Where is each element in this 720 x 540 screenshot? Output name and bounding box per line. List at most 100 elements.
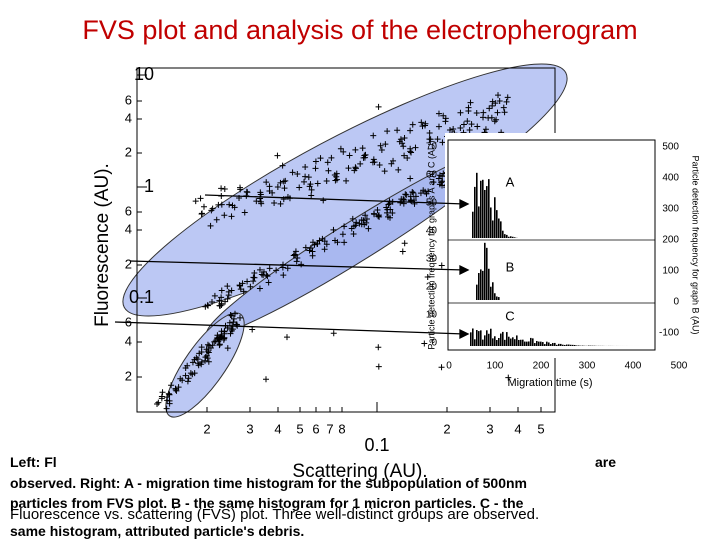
cross xyxy=(203,352,210,359)
arrow-head xyxy=(459,198,470,210)
cross xyxy=(376,162,383,169)
cross xyxy=(214,332,221,339)
cross xyxy=(154,401,161,408)
cross xyxy=(274,152,281,159)
cross xyxy=(226,201,233,208)
hist-bar xyxy=(496,340,498,346)
cross xyxy=(277,200,284,207)
cross xyxy=(371,159,378,166)
cross xyxy=(440,112,447,119)
cross xyxy=(164,394,171,401)
y-tick-label: 2 xyxy=(125,144,132,159)
inset-left-tick: 50 xyxy=(426,198,438,209)
cross xyxy=(486,105,493,112)
cross xyxy=(263,179,270,186)
cross xyxy=(312,158,319,165)
hist-bar xyxy=(498,218,500,238)
cross xyxy=(314,180,321,187)
caption-line: same histogram, attributed particle's de… xyxy=(10,523,304,539)
hist-bar xyxy=(484,335,486,346)
hist-bar xyxy=(574,344,576,346)
caption-line: observed. Right: A - migration time hist… xyxy=(10,475,527,491)
cross xyxy=(215,201,222,208)
hist-bar xyxy=(562,344,564,346)
cross xyxy=(280,178,287,185)
cross xyxy=(383,204,390,211)
cross xyxy=(421,340,428,347)
caption-line: particles from FVS plot. B - the same hi… xyxy=(10,495,524,511)
hist-bar xyxy=(546,341,548,346)
cross xyxy=(253,198,260,205)
cross xyxy=(403,191,410,198)
caption-line: Fluorescence vs. scattering (FVS) plot. … xyxy=(10,506,539,523)
x-tick-label: 3 xyxy=(246,421,253,436)
cross xyxy=(205,349,212,356)
cross xyxy=(290,252,297,259)
cross xyxy=(426,130,433,137)
cross xyxy=(200,203,207,210)
cross xyxy=(337,145,344,152)
cross xyxy=(377,142,384,149)
cross xyxy=(264,273,271,280)
cross xyxy=(457,125,464,132)
cross xyxy=(206,342,213,349)
inset-left-tick: 70 xyxy=(426,142,438,153)
cross xyxy=(460,121,467,128)
cross xyxy=(221,185,228,192)
cross xyxy=(224,283,231,290)
y-axis-title: Fluorescence (AU). xyxy=(92,163,113,327)
cross xyxy=(496,98,503,105)
hist-bar xyxy=(488,268,490,300)
cross xyxy=(294,255,301,262)
cross xyxy=(418,119,425,126)
cross xyxy=(423,190,430,197)
cross xyxy=(204,302,211,309)
cross xyxy=(321,238,328,245)
cross xyxy=(390,157,397,164)
cross xyxy=(308,186,315,193)
arrow xyxy=(129,260,466,271)
y-tick-label: 6 xyxy=(125,92,132,107)
cross xyxy=(397,136,404,143)
inset-right-tick: -100 xyxy=(659,328,679,339)
cross xyxy=(231,204,238,211)
cross xyxy=(351,167,358,174)
cross xyxy=(350,230,357,237)
cross xyxy=(491,118,498,125)
cross xyxy=(401,134,408,141)
hist-bar xyxy=(488,333,490,346)
cross xyxy=(500,104,507,111)
cross xyxy=(325,167,332,174)
cross xyxy=(382,141,389,148)
hist-bar xyxy=(480,180,482,238)
cross xyxy=(281,185,288,192)
cross xyxy=(182,372,189,379)
hist-bar xyxy=(470,332,472,346)
cross xyxy=(198,361,205,368)
inset-left-tick: 0 xyxy=(431,338,437,349)
inset-frame xyxy=(447,139,656,351)
cross xyxy=(237,184,244,191)
cross xyxy=(399,248,406,255)
inset-x-tick: 400 xyxy=(625,361,642,372)
cross xyxy=(320,197,327,204)
hist-bar xyxy=(504,234,506,238)
cross xyxy=(307,181,314,188)
cross xyxy=(332,237,339,244)
cross xyxy=(361,152,368,159)
cross xyxy=(352,222,359,229)
cross xyxy=(357,160,364,167)
cross xyxy=(291,251,298,258)
hist-bar xyxy=(512,337,514,346)
cross xyxy=(187,370,194,377)
cross xyxy=(196,350,203,357)
cross xyxy=(283,334,290,341)
cross xyxy=(213,216,220,223)
cross xyxy=(227,330,234,337)
cross xyxy=(457,109,464,116)
hist-bar xyxy=(542,342,544,346)
y-tick-label: 6 xyxy=(125,314,132,329)
cross xyxy=(501,109,508,116)
hist-bar xyxy=(526,341,528,346)
cross xyxy=(375,344,382,351)
